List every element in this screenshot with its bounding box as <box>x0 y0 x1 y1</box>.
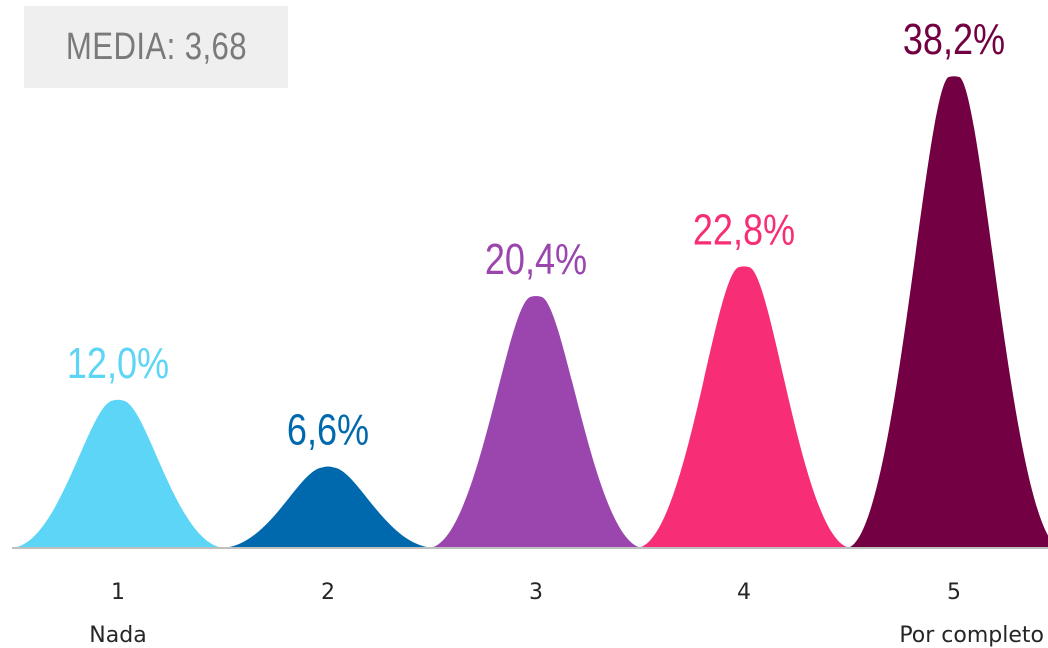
peak-3 <box>428 296 644 548</box>
peaks-layer <box>10 76 1048 548</box>
media-label: MEDIA: 3,68 <box>65 25 247 68</box>
value-label-4: 22,8% <box>693 205 795 254</box>
x-axis-ticks-layer: 1 Nada 2 3 4 5 Por completo <box>89 580 1044 648</box>
x-sublabel-5: Por completo <box>899 623 1044 648</box>
media-summary-box: MEDIA: 3,68 <box>24 6 288 88</box>
value-label-1: 12,0% <box>67 338 169 387</box>
value-labels-layer: 12,0% 6,6% 20,4% 22,8% 38,2% <box>67 15 1005 454</box>
x-tick-2: 2 <box>321 580 335 605</box>
value-label-5: 38,2% <box>903 15 1005 64</box>
peak-2 <box>220 466 436 548</box>
x-tick-4: 4 <box>737 580 751 605</box>
value-label-3: 20,4% <box>485 235 587 284</box>
x-tick-3: 3 <box>529 580 543 605</box>
x-tick-1: 1 <box>111 580 125 605</box>
peak-5 <box>846 76 1048 548</box>
peak-4 <box>636 266 852 548</box>
value-label-2: 6,6% <box>287 405 369 454</box>
x-tick-5: 5 <box>947 580 961 605</box>
x-sublabel-1: Nada <box>89 623 146 648</box>
peak-1 <box>10 399 226 548</box>
